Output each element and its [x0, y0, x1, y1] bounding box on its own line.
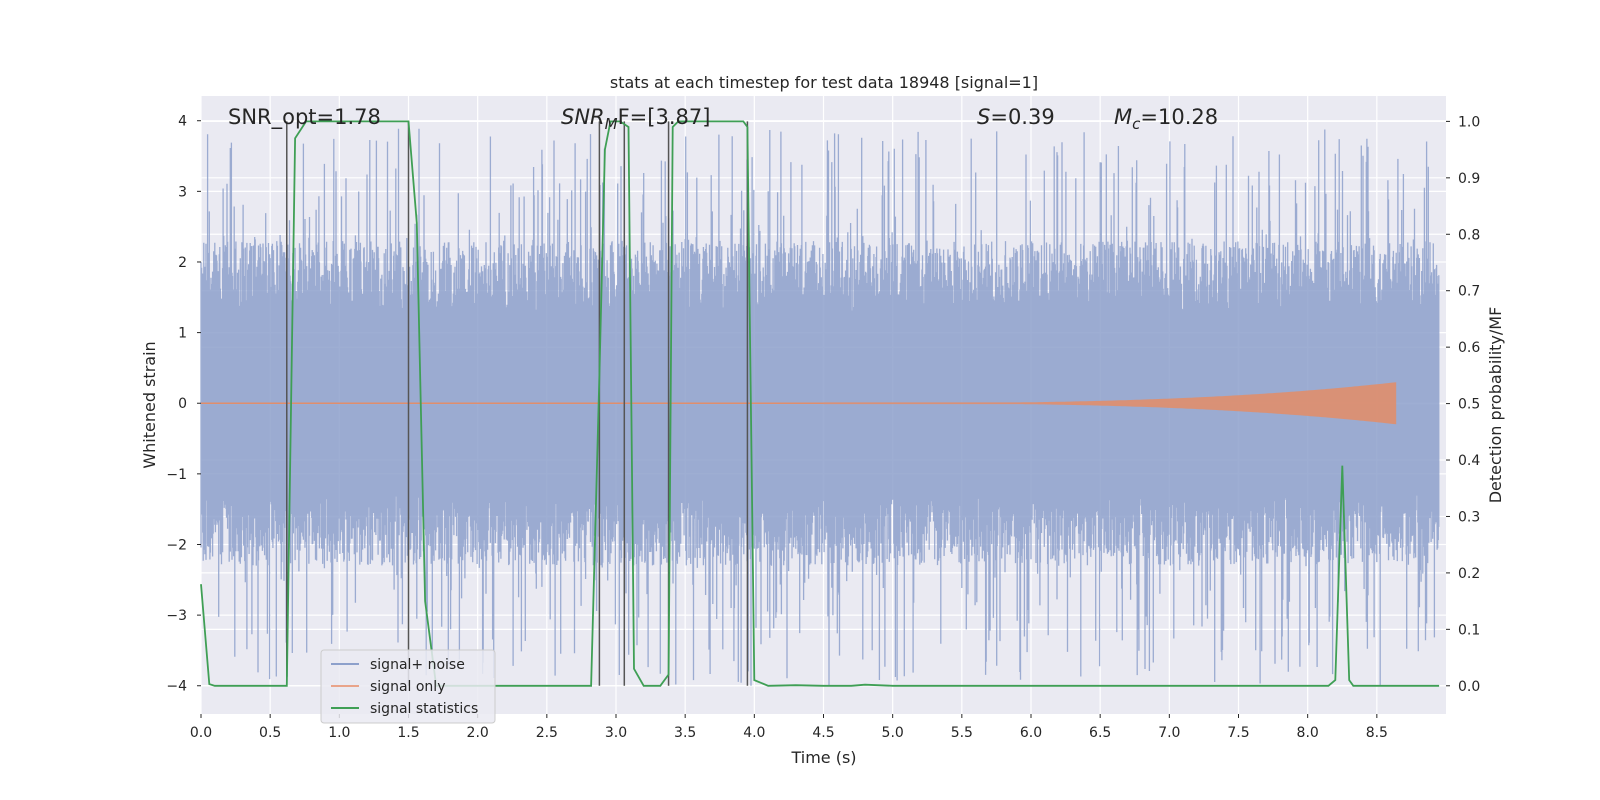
y-left-axis-ticks: 4 3 2 1 0 −1 −2 −3 −4 — [166, 114, 201, 695]
s-value: =0.39 — [990, 105, 1054, 129]
yl-tick-label-0: 4 — [178, 114, 187, 130]
stats-line — [200, 120, 1440, 687]
yl-tick-label-6: −2 — [166, 537, 187, 553]
x-axis-label: Time (s) — [790, 748, 856, 767]
mc-subscript: c — [1132, 115, 1141, 133]
yr-tick-label-0: 1.0 — [1458, 114, 1480, 130]
x-tick-label-0: 0.0 — [190, 725, 212, 741]
x-tick-label-8: 4.0 — [743, 725, 765, 741]
x-tick-label-12: 6.0 — [1020, 725, 1042, 741]
x-tick-label-10: 5.0 — [882, 725, 904, 741]
yr-tick-label-6: 0.4 — [1458, 453, 1480, 469]
x-tick-label-15: 7.5 — [1227, 725, 1249, 741]
chart-title: stats at each timestep for test data 189… — [610, 73, 1038, 92]
yr-tick-label-8: 0.2 — [1458, 566, 1480, 582]
annotation-snr-opt: SNR_opt=1.78 — [228, 105, 381, 130]
yl-tick-label-7: −3 — [166, 608, 187, 624]
mc-symbol: M — [1114, 105, 1132, 129]
x-tick-label-5: 2.5 — [536, 725, 558, 741]
x-tick-label-4: 2.0 — [467, 725, 489, 741]
signal-chirp — [823, 382, 1397, 425]
x-tick-label-3: 1.5 — [397, 725, 419, 741]
snr-mf-value: F=[3.87] — [618, 105, 711, 129]
yl-tick-label-5: −1 — [166, 467, 187, 483]
yr-tick-label-7: 0.3 — [1458, 509, 1480, 525]
legend-label-signal: signal only — [370, 679, 445, 695]
yr-tick-label-5: 0.5 — [1458, 397, 1480, 413]
yl-tick-label-1: 3 — [178, 184, 187, 200]
legend-label-stats: signal statistics — [370, 701, 478, 717]
yr-tick-label-10: 0.0 — [1458, 679, 1480, 695]
yr-tick-label-2: 0.8 — [1458, 227, 1480, 243]
y-right-axis-label: Detection probability/MF — [1486, 307, 1505, 504]
yl-tick-label-3: 1 — [178, 326, 187, 342]
yr-tick-label-4: 0.6 — [1458, 340, 1480, 356]
legend: signal+ noise signal only signal statist… — [320, 649, 496, 724]
annotation-snr-mf: SNRMF=[3.87] — [561, 105, 710, 133]
x-tick-label-6: 3.0 — [605, 725, 627, 741]
x-axis-ticks: 0.0 0.5 1.0 1.5 2.0 2.5 3.0 3.5 4.0 4.5 5.0 5.5 6.0 6… — [190, 714, 1388, 741]
legend-label-noise: signal+ noise — [370, 657, 465, 673]
x-tick-label-14: 7.0 — [1158, 725, 1180, 741]
y-right-axis-ticks: 1.0 0.9 0.8 0.7 0.6 0.5 0.4 0.3 0.2 0.1 0.0 — [1446, 114, 1480, 695]
x-tick-label-16: 8.0 — [1297, 725, 1319, 741]
x-tick-label-1: 0.5 — [259, 725, 281, 741]
x-tick-label-9: 4.5 — [812, 725, 834, 741]
mc-value: =10.28 — [1140, 105, 1218, 129]
signal-only-series — [201, 382, 1397, 425]
yl-tick-label-8: −4 — [166, 679, 187, 695]
x-tick-label-7: 3.5 — [674, 725, 696, 741]
snr-mf-subscript: M — [605, 115, 618, 133]
signal-statistics-series — [200, 120, 1440, 687]
x-tick-label-13: 6.5 — [1089, 725, 1111, 741]
legend-box — [320, 649, 496, 724]
yr-tick-label-9: 0.1 — [1458, 622, 1480, 638]
yr-tick-label-1: 0.9 — [1458, 171, 1480, 187]
x-tick-label-2: 1.0 — [328, 725, 350, 741]
s-symbol: S — [977, 105, 990, 129]
annotation-mc: Mc=10.28 — [1114, 105, 1218, 133]
annotation-s: S=0.39 — [977, 105, 1055, 129]
y-left-axis-label: Whitened strain — [140, 341, 159, 468]
x-tick-label-17: 8.5 — [1366, 725, 1388, 741]
x-tick-label-11: 5.5 — [951, 725, 973, 741]
yl-tick-label-4: 0 — [178, 396, 187, 412]
yl-tick-label-2: 2 — [178, 255, 187, 271]
snr-mf-symbol: SNR — [561, 105, 605, 129]
yr-tick-label-3: 0.7 — [1458, 284, 1480, 300]
